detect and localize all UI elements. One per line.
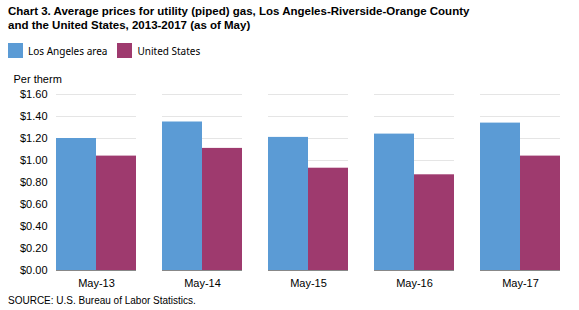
html-text:Chart 3. Average prices for ut: Chart 3. Average prices for utility (pip… [8,5,470,17]
svg-text:May-16: May-16 [396,277,433,289]
html-text:and the United States, 2013-20: and the United States, 2013-2017 (as of … [8,19,251,31]
html-text:SOURCE: U.S. Bureau of Labor S: SOURCE: U.S. Bureau of Labor Statistics. [8,295,196,306]
svg-text:May-15: May-15 [290,277,327,289]
svg-text:$0.80: $0.80 [20,176,48,188]
svg-text:$1.00: $1.00 [20,154,48,166]
svg-text:May-17: May-17 [502,277,539,289]
svg-text:$1.40: $1.40 [20,110,48,122]
svg-text:$1.20: $1.20 [20,132,48,144]
svg-text:$0.00: $0.00 [20,264,48,276]
svg-text:May-13: May-13 [78,277,115,289]
svg-text:Per therm: Per therm [14,73,62,85]
svg-text:May-14: May-14 [184,277,221,289]
svg-text:$0.60: $0.60 [20,198,48,210]
html-text:United States: United States [137,43,201,58]
svg-text:$1.60: $1.60 [20,88,48,100]
html-text:Los Angeles area: Los Angeles area [28,43,108,58]
svg-text:$0.40: $0.40 [20,220,48,232]
svg-text:$0.20: $0.20 [20,242,48,254]
